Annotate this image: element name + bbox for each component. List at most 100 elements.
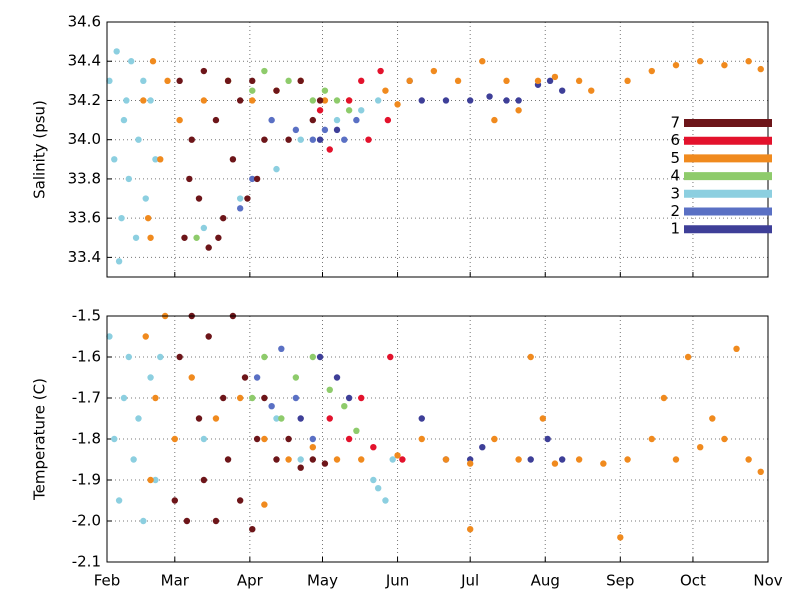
- point: [285, 77, 292, 85]
- point: [442, 97, 450, 104]
- point: [147, 476, 154, 484]
- point: [147, 234, 154, 241]
- point: [212, 415, 220, 422]
- point: [345, 394, 353, 402]
- axes-frame: [106, 315, 769, 563]
- point: [442, 456, 450, 463]
- point: [382, 87, 389, 94]
- point: [115, 497, 123, 504]
- point: [546, 77, 554, 85]
- point: [186, 175, 193, 183]
- point: [236, 195, 244, 202]
- y-tick-label: -2.0: [72, 512, 101, 530]
- point: [358, 456, 365, 463]
- point: [176, 77, 183, 85]
- point: [491, 116, 498, 124]
- point: [142, 195, 149, 202]
- point: [249, 97, 256, 104]
- point: [316, 353, 324, 361]
- point: [345, 435, 353, 443]
- point: [130, 456, 137, 463]
- point: [236, 205, 244, 212]
- y-tick-label: 34.6: [68, 13, 101, 31]
- point: [268, 403, 275, 410]
- point: [721, 61, 728, 69]
- point: [188, 136, 195, 143]
- point: [358, 394, 365, 402]
- point: [249, 77, 256, 85]
- point: [384, 116, 392, 124]
- point: [200, 476, 208, 484]
- point: [297, 456, 304, 463]
- point: [220, 394, 227, 402]
- x-tick-label: May: [307, 572, 338, 590]
- point: [147, 97, 154, 104]
- point: [111, 156, 118, 163]
- point: [370, 444, 377, 451]
- point: [176, 353, 183, 361]
- point: [115, 258, 123, 265]
- point: [292, 126, 300, 134]
- point: [200, 97, 208, 104]
- point: [721, 435, 728, 443]
- point: [757, 468, 764, 475]
- point: [399, 456, 406, 463]
- point: [309, 444, 317, 451]
- point: [297, 415, 304, 422]
- legend-label: 6: [670, 131, 680, 149]
- point: [575, 77, 583, 85]
- point: [309, 97, 317, 104]
- x-tick-label: Mar: [161, 572, 190, 590]
- y-tick-label: -1.5: [72, 307, 101, 325]
- point: [144, 214, 152, 222]
- point: [215, 234, 222, 241]
- point: [527, 456, 534, 463]
- y-tick-label: 33.8: [68, 169, 101, 187]
- point: [273, 165, 280, 173]
- legend-label: 4: [670, 167, 680, 185]
- x-tick-label: Aug: [531, 572, 560, 590]
- point: [648, 435, 655, 443]
- y-tick-label: -1.6: [72, 348, 101, 366]
- legend-label: 7: [670, 114, 680, 132]
- point: [466, 526, 474, 533]
- point: [672, 456, 680, 463]
- point: [418, 435, 425, 443]
- point: [551, 73, 559, 81]
- point: [157, 156, 164, 163]
- point: [285, 435, 292, 443]
- point: [128, 58, 135, 65]
- legend-label: 3: [670, 184, 680, 202]
- point: [321, 126, 329, 134]
- point: [374, 97, 382, 104]
- point: [188, 374, 195, 381]
- x-tick-label: Jul: [460, 572, 479, 590]
- point: [454, 77, 462, 85]
- point: [326, 386, 333, 393]
- point: [120, 394, 128, 402]
- point: [224, 77, 232, 85]
- legend-label: 5: [670, 149, 680, 167]
- point: [147, 374, 154, 381]
- point: [365, 136, 372, 143]
- point: [309, 353, 317, 361]
- point: [358, 107, 365, 114]
- point: [341, 136, 348, 143]
- point: [200, 67, 208, 75]
- point: [624, 77, 631, 85]
- point: [733, 345, 740, 352]
- point: [292, 374, 300, 381]
- point: [120, 116, 128, 124]
- point: [193, 234, 200, 241]
- point: [273, 415, 280, 422]
- point: [345, 107, 353, 114]
- point: [544, 435, 551, 443]
- point: [345, 97, 353, 104]
- point: [241, 374, 249, 381]
- point: [229, 156, 237, 163]
- point: [466, 97, 474, 104]
- y-tick-label: -1.7: [72, 389, 101, 407]
- point: [181, 234, 188, 241]
- point: [118, 214, 125, 222]
